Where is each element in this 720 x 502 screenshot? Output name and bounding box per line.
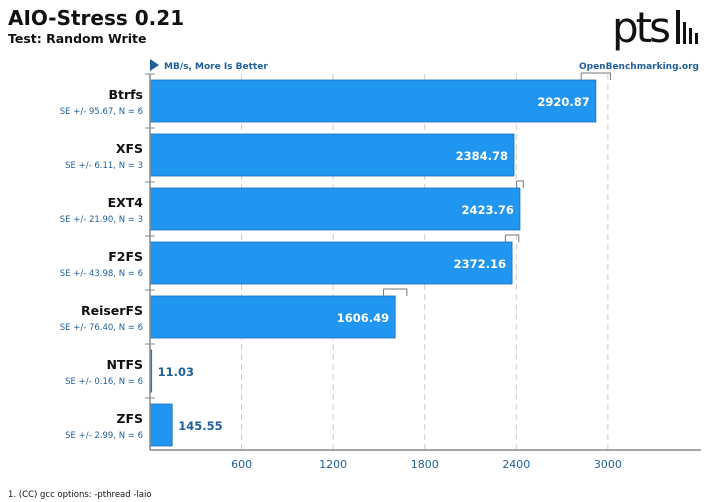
error-bar xyxy=(504,234,520,242)
bar xyxy=(149,133,515,177)
unit-label: MB/s, More Is Better xyxy=(164,62,268,72)
value-label: 2384.78 xyxy=(456,149,508,163)
category-label: ZFS xyxy=(116,411,143,426)
x-tick-label: 1200 xyxy=(319,458,347,471)
se-label: SE +/- 21.90, N = 3 xyxy=(60,215,143,225)
value-label: 11.03 xyxy=(158,365,194,379)
bar xyxy=(149,403,173,447)
direction-arrow-icon xyxy=(150,59,159,71)
se-label: SE +/- 0.16, N = 6 xyxy=(65,377,143,387)
category-label: XFS xyxy=(116,141,143,156)
bar xyxy=(149,187,521,231)
value-label: 1606.49 xyxy=(337,311,389,325)
error-bar xyxy=(383,288,408,296)
svg-text:pts: pts xyxy=(612,3,669,52)
source-label[interactable]: OpenBenchmarking.org xyxy=(579,62,699,72)
error-bar xyxy=(580,72,611,80)
value-label: 2423.76 xyxy=(462,203,514,217)
x-tick-label: 600 xyxy=(231,458,252,471)
se-label: SE +/- 2.99, N = 6 xyxy=(65,431,143,441)
x-tick-label: 3000 xyxy=(594,458,622,471)
x-tick-label: 2400 xyxy=(502,458,530,471)
chart-subtitle: Test: Random Write xyxy=(8,31,146,46)
category-label: NTFS xyxy=(106,357,143,372)
category-label: F2FS xyxy=(108,249,143,264)
category-label: ReiserFS xyxy=(81,303,143,318)
se-label: SE +/- 76.40, N = 6 xyxy=(60,323,143,333)
value-label: 2920.87 xyxy=(537,95,589,109)
se-label: SE +/- 6.11, N = 3 xyxy=(65,161,143,171)
se-label: SE +/- 95.67, N = 6 xyxy=(60,107,143,117)
category-label: EXT4 xyxy=(108,195,144,210)
chart-title: AIO-Stress 0.21 xyxy=(8,6,184,30)
x-tick-label: 1800 xyxy=(411,458,439,471)
value-label: 2372.16 xyxy=(454,257,506,271)
category-label: Btrfs xyxy=(108,87,143,102)
error-bar xyxy=(516,180,524,188)
bar xyxy=(149,79,597,123)
se-label: SE +/- 43.98, N = 6 xyxy=(60,269,143,279)
ptsl-logo: pts xyxy=(612,3,698,52)
footnote: 1. (CC) gcc options: -pthread -laio xyxy=(8,490,152,500)
value-label: 145.55 xyxy=(178,419,222,433)
bar xyxy=(149,295,396,339)
